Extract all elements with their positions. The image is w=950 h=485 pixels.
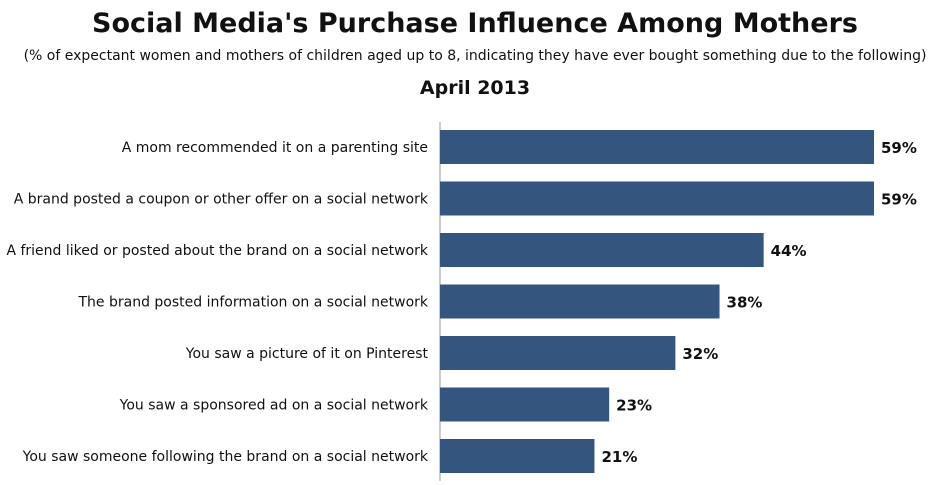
value-label-4: 32%: [682, 345, 718, 363]
bar-1: [440, 181, 874, 216]
chart-period: April 2013: [419, 77, 531, 99]
category-label-5: You saw a sponsored ad on a social netwo…: [119, 398, 429, 414]
bar-2: [440, 233, 764, 267]
chart-title: Social Media's Purchase Influence Among …: [92, 8, 858, 39]
value-label-1: 59%: [881, 191, 917, 209]
bar-0: [440, 130, 874, 164]
category-label-6: You saw someone following the brand on a…: [22, 449, 429, 465]
category-label-3: The brand posted information on a social…: [78, 295, 429, 311]
category-label-1: A brand posted a coupon or other offer o…: [14, 192, 429, 208]
bar-4: [440, 336, 676, 370]
category-label-2: A friend liked or posted about the brand…: [6, 243, 428, 259]
value-label-2: 44%: [771, 242, 807, 260]
bar-6: [440, 439, 595, 473]
value-label-5: 23%: [616, 397, 652, 415]
bar-3: [440, 284, 720, 319]
category-label-4: You saw a picture of it on Pinterest: [185, 346, 429, 362]
value-label-6: 21%: [601, 448, 637, 466]
chart-subtitle: (% of expectant women and mothers of chi…: [23, 48, 927, 64]
value-label-3: 38%: [727, 294, 763, 312]
category-label-0: A mom recommended it on a parenting site: [122, 140, 428, 156]
value-label-0: 59%: [881, 139, 917, 157]
bar-5: [440, 387, 610, 422]
